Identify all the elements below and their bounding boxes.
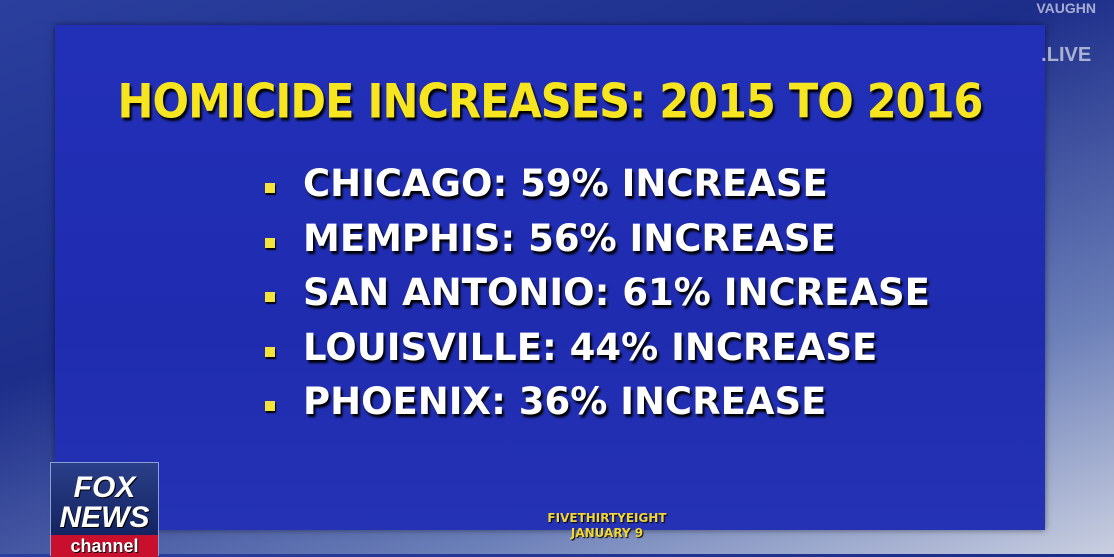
logo-text: FOX xyxy=(73,471,136,504)
logo-text: channel xyxy=(51,535,158,557)
logo-text: NEWS xyxy=(59,501,150,534)
watermark: VAUGHN .LIVE xyxy=(1036,0,1096,67)
bullet xyxy=(265,346,275,357)
list-item: CHICAGO: 59% INCREASE xyxy=(265,157,930,212)
item-text: MEMPHIS: 56% INCREASE xyxy=(303,216,836,260)
list-item: MEMPHIS: 56% INCREASE xyxy=(265,212,930,267)
item-text: PHOENIX: 36% INCREASE xyxy=(303,380,827,423)
source-name: FIVETHIRTYEIGHT xyxy=(547,511,667,525)
source-date: JANUARY 9 xyxy=(570,526,644,540)
channel-logo: FOX NEWS channel xyxy=(50,462,159,557)
title: HOMICIDE INCREASES: 2015 TO 2016 xyxy=(117,74,984,130)
bullet xyxy=(265,292,275,302)
source: FIVETHIRTYEIGHT JANUARY 9 xyxy=(507,511,707,541)
watermark-text: VAUGHN xyxy=(1036,0,1096,16)
item-list: CHICAGO: 59% INCREASE MEMPHIS: 56% INCREA… xyxy=(265,157,930,430)
bullet xyxy=(265,183,275,193)
bullet xyxy=(265,237,275,248)
list-item: LOUISVILLE: 44% INCREASE xyxy=(265,321,930,376)
graphic-panel: HOMICIDE INCREASES: 2015 TO 2016 CHICAGO… xyxy=(55,25,1045,540)
bullet xyxy=(265,401,275,411)
item-text: CHICAGO: 59% INCREASE xyxy=(303,162,828,205)
watermark-text: .LIVE xyxy=(1041,44,1092,66)
item-text: SAN ANTONIO: 61% INCREASE xyxy=(303,271,930,314)
list-item: PHOENIX: 36% INCREASE xyxy=(265,375,930,430)
item-text: LOUISVILLE: 44% INCREASE xyxy=(303,325,878,369)
list-item: SAN ANTONIO: 61% INCREASE xyxy=(265,266,930,321)
